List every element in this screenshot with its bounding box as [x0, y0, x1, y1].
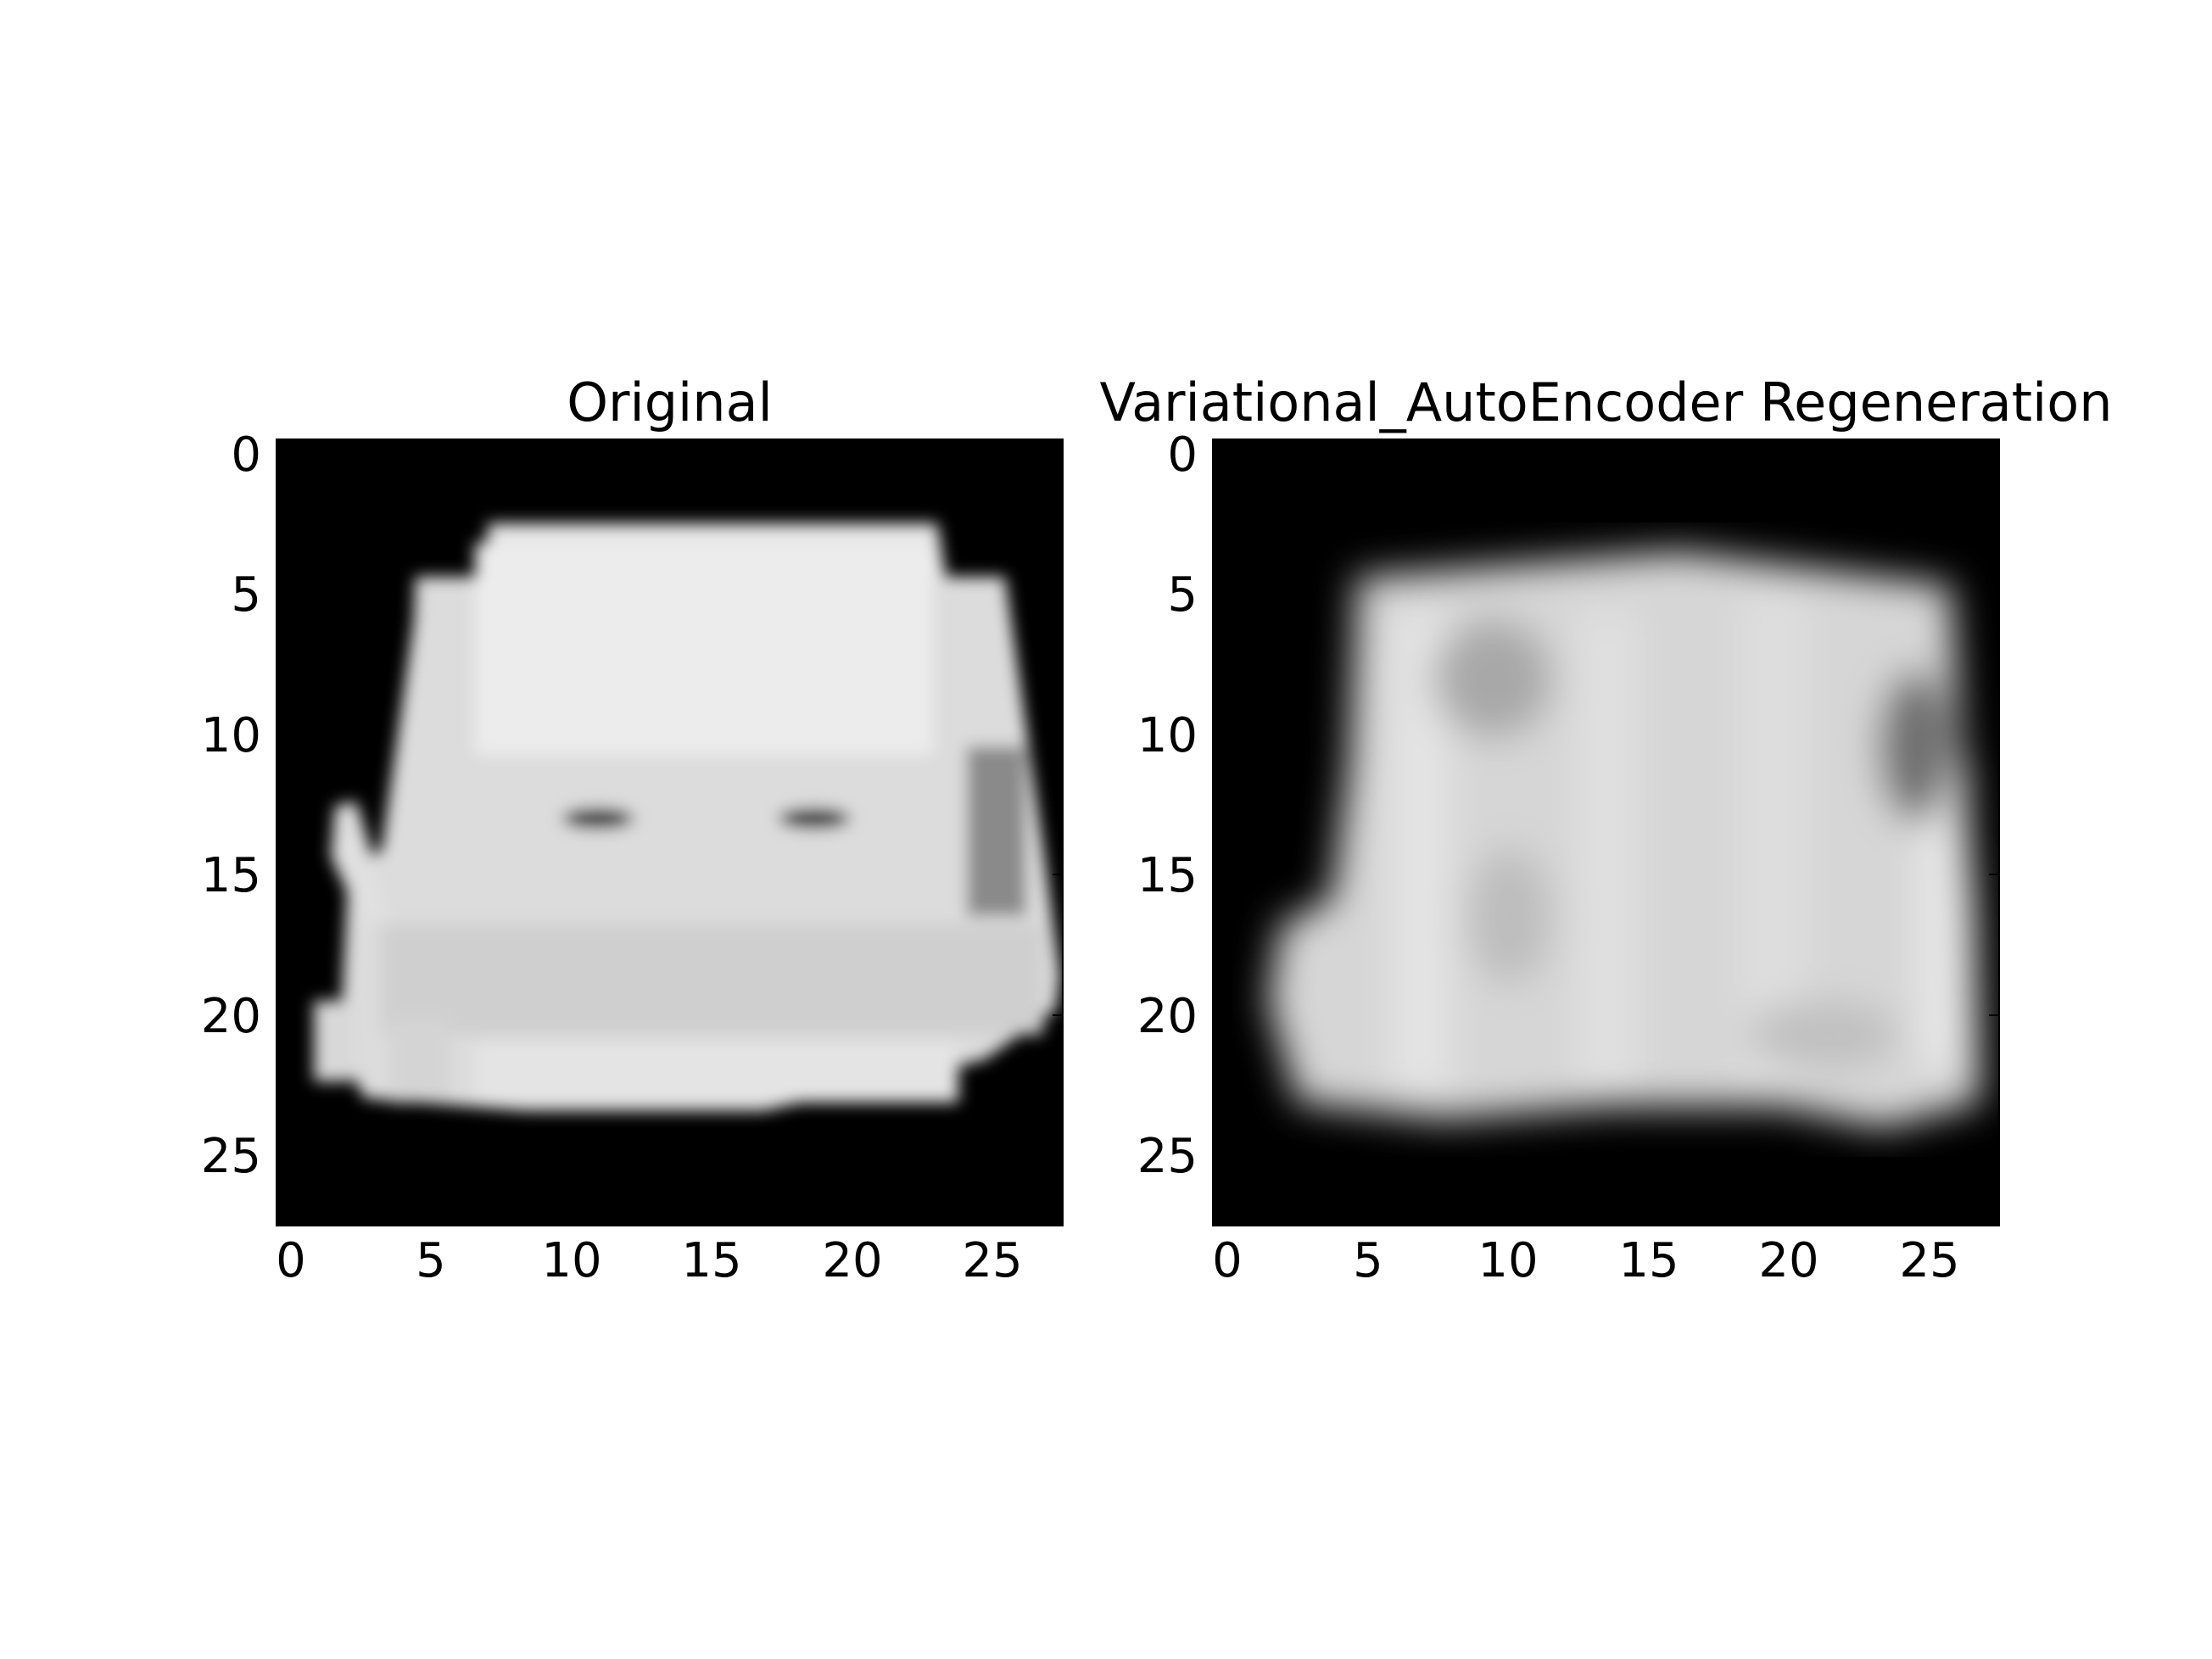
y-tick-label: 20: [1137, 989, 1198, 1044]
x-tick-label: 10: [1477, 1233, 1538, 1288]
x-tick-label: 5: [416, 1233, 446, 1288]
image-vae-regeneration: [1213, 439, 1999, 1226]
tick-marks: [276, 453, 1063, 1226]
x-tick-label: 0: [1212, 1233, 1243, 1288]
x-tick-label: 15: [681, 1233, 741, 1288]
x-tick-label: 10: [541, 1233, 601, 1288]
x-tick-labels: 0 5 10 15 20 25: [276, 1233, 1022, 1288]
x-tick-labels: 0 5 10 15 20 25: [1212, 1233, 1959, 1288]
x-tick-label: 25: [1899, 1233, 1959, 1288]
y-tick-label: 0: [231, 427, 261, 483]
y-tick-label: 20: [201, 989, 261, 1044]
panel-title: Original: [567, 371, 773, 433]
panel-title: Variational_AutoEncoder Regeneration: [1099, 371, 2112, 433]
axes-frame: [276, 438, 1064, 1226]
x-tick-label: 20: [1758, 1233, 1818, 1288]
y-tick-label: 15: [1137, 848, 1198, 903]
axes-frame: [1212, 438, 2000, 1226]
x-tick-label: 15: [1618, 1233, 1679, 1288]
tick-marks: [1226, 874, 1999, 1226]
y-tick-label: 5: [1167, 567, 1198, 623]
x-tick-label: 20: [822, 1233, 882, 1288]
panel-original: Original: [201, 371, 1064, 1288]
y-tick-labels: 0 5 10 15 20 25: [1137, 427, 1198, 1184]
y-tick-labels: 0 5 10 15 20 25: [201, 427, 261, 1184]
y-tick-label: 10: [1137, 708, 1198, 763]
panel-vae-regeneration: Variational_AutoEncoder Regeneration: [1099, 371, 2112, 1288]
x-tick-label: 0: [276, 1233, 306, 1288]
x-tick-label: 25: [962, 1233, 1022, 1288]
y-tick-label: 25: [1137, 1129, 1198, 1184]
y-tick-label: 10: [201, 708, 261, 763]
image-original: [276, 439, 1063, 1226]
y-tick-label: 25: [201, 1129, 261, 1184]
x-tick-label: 5: [1353, 1233, 1383, 1288]
y-tick-label: 15: [201, 848, 261, 903]
y-tick-label: 0: [1167, 427, 1198, 483]
y-tick-label: 5: [231, 567, 261, 623]
